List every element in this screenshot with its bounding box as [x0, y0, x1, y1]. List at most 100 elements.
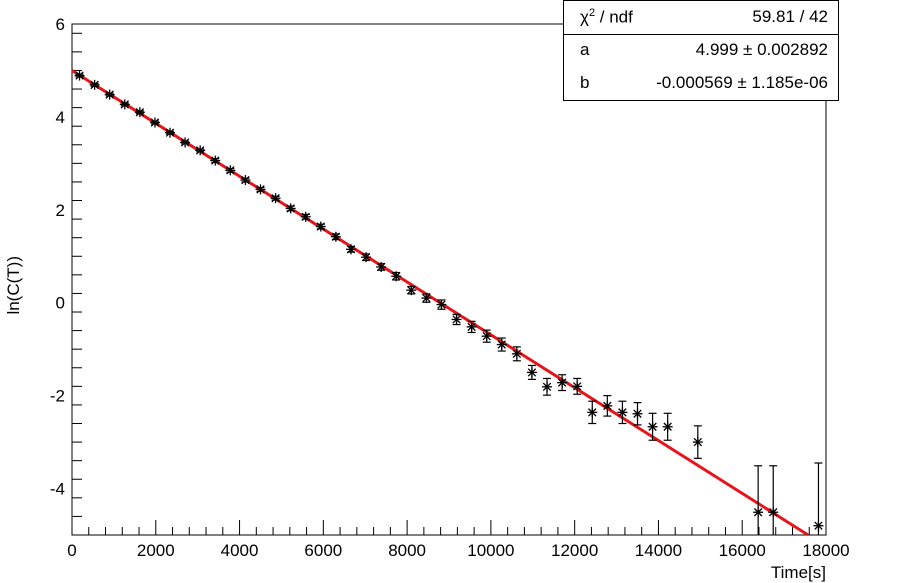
data-point [481, 329, 492, 343]
marker-stroke [557, 378, 567, 387]
data-point [180, 137, 191, 148]
marker-stroke [588, 408, 597, 417]
marker-stroke [226, 166, 235, 175]
marker-stroke [753, 508, 763, 517]
chi2-ndf-text: / ndf [595, 7, 633, 27]
data-point [270, 193, 281, 204]
marker-stroke [392, 272, 401, 281]
data-point [602, 395, 613, 417]
data-point [345, 244, 356, 255]
marker-stroke [75, 71, 84, 80]
marker-stroke [603, 401, 612, 411]
data-point [330, 231, 341, 242]
marker-stroke [150, 118, 160, 127]
marker-stroke [316, 222, 326, 231]
marker-stroke [165, 128, 175, 137]
data-point [436, 299, 447, 310]
y-tick-label: 4 [56, 108, 65, 127]
data-point [813, 462, 824, 535]
marker-stroke [90, 80, 99, 90]
data-point [647, 412, 658, 441]
marker-stroke [361, 252, 371, 262]
x-tick-label: 0 [67, 541, 76, 560]
data-point [557, 374, 568, 392]
marker-stroke [376, 262, 386, 272]
stats-divider [564, 34, 838, 35]
marker-stroke [195, 146, 205, 155]
x-tick-label: 12000 [551, 541, 598, 560]
y-tick-label: 0 [56, 294, 65, 313]
marker-stroke [572, 382, 582, 391]
marker-stroke [422, 293, 431, 303]
data-point [74, 70, 85, 81]
x-tick-label: 8000 [388, 541, 426, 560]
x-axis-title: Time[s] [771, 563, 826, 582]
x-tick-label: 6000 [304, 541, 342, 560]
marker-stroke [211, 156, 220, 165]
chi2-value: 59.81 / 42 [752, 7, 828, 26]
marker-stroke [135, 108, 145, 117]
x-tick-label: 16000 [719, 541, 766, 560]
chi2-symbol: χ [580, 7, 589, 27]
x-tick-label: 4000 [221, 541, 259, 560]
x-tick-label: 2000 [137, 541, 175, 560]
stats-row-a: a 4.999 ± 0.002892 [564, 34, 838, 67]
data-point [572, 377, 583, 395]
x-tick-label: 18000 [802, 541, 849, 560]
marker-stroke [633, 409, 642, 418]
y-tick-label: 6 [56, 15, 65, 34]
data-point [119, 99, 130, 110]
marker-stroke [105, 90, 114, 99]
marker-stroke [769, 508, 778, 517]
param-a-label: a [580, 40, 590, 59]
data-point [617, 400, 628, 425]
marker-stroke [542, 382, 552, 392]
marker-stroke [527, 368, 537, 377]
y-tick-label: -4 [50, 480, 65, 499]
data-point [225, 165, 236, 176]
data-point [632, 402, 643, 426]
data-point [210, 155, 221, 166]
chi2-label: χ2 / ndf [580, 7, 633, 28]
marker-stroke [482, 331, 491, 341]
data-point [526, 364, 537, 380]
marker-stroke [693, 437, 703, 447]
fit-stats-box: χ2 / ndf 59.81 / 42 a 4.999 ± 0.002892 b… [563, 0, 839, 101]
y-tick-label: 2 [56, 201, 65, 220]
marker-stroke [663, 422, 672, 431]
stats-row-b: b -0.000569 ± 1.185e-06 [564, 67, 838, 100]
marker-stroke [301, 212, 310, 221]
data-point [255, 184, 266, 195]
marker-stroke [512, 349, 522, 359]
marker-stroke [241, 175, 250, 185]
marker-stroke [452, 315, 461, 324]
param-a-value: 4.999 ± 0.002892 [695, 40, 828, 59]
param-b-label: b [580, 73, 590, 92]
marker-stroke [256, 185, 265, 194]
marker-stroke [407, 285, 416, 295]
data-point [511, 346, 522, 362]
data-point [587, 400, 598, 425]
marker-stroke [437, 300, 446, 309]
data-point [391, 271, 402, 282]
y-tick-label: -2 [50, 387, 65, 406]
plot-frame [71, 23, 827, 536]
data-point [376, 261, 387, 272]
param-b-value: -0.000569 ± 1.185e-06 [656, 73, 828, 92]
data-point [406, 285, 417, 296]
data-point [753, 465, 764, 535]
data-point [466, 320, 477, 334]
data-point [315, 221, 326, 232]
marker-stroke [467, 322, 476, 332]
marker-stroke [648, 422, 657, 431]
data-point [692, 425, 703, 459]
data-point [134, 107, 145, 118]
marker-stroke [814, 521, 823, 530]
marker-stroke [346, 245, 356, 254]
data-point [421, 293, 432, 304]
data-point [104, 89, 115, 100]
chi2-superscript: 2 [588, 7, 596, 19]
marker-stroke [497, 340, 506, 349]
data-point [542, 377, 553, 396]
